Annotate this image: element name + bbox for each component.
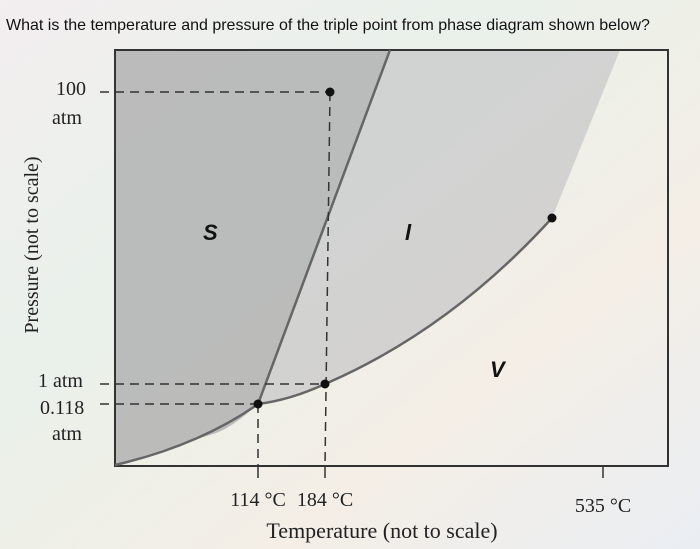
y-label: 0.118 xyxy=(40,397,84,419)
x-label: 114 °C xyxy=(230,489,286,511)
x-label: 184 °C xyxy=(297,489,353,511)
vaporization-curve xyxy=(257,217,553,406)
liquid-region xyxy=(258,50,620,404)
guide-line xyxy=(324,91,331,467)
ticks xyxy=(257,466,604,478)
plot-frame xyxy=(114,49,669,467)
point xyxy=(320,379,330,389)
x-label: 535 °C xyxy=(575,495,631,517)
critical-point xyxy=(547,213,557,223)
solid-region xyxy=(115,50,390,465)
melting-curve xyxy=(256,49,392,405)
question: What is the temperature and pressure of … xyxy=(6,17,650,34)
region-label: V xyxy=(490,357,507,382)
y-label: 100 xyxy=(56,78,86,100)
triple-point xyxy=(253,399,263,409)
sublimation-curve xyxy=(114,402,259,467)
guides xyxy=(100,91,331,467)
y-axis-title: Pressure (not to scale) xyxy=(21,156,43,333)
region-label: S xyxy=(203,220,218,245)
points xyxy=(253,87,557,409)
y-label: atm xyxy=(52,423,82,445)
y-label: atm xyxy=(52,107,82,129)
y-label: 1 atm xyxy=(38,370,83,392)
point xyxy=(325,87,335,97)
x-axis-title: Temperature (not to scale) xyxy=(266,518,497,543)
region-label: l xyxy=(405,220,412,245)
